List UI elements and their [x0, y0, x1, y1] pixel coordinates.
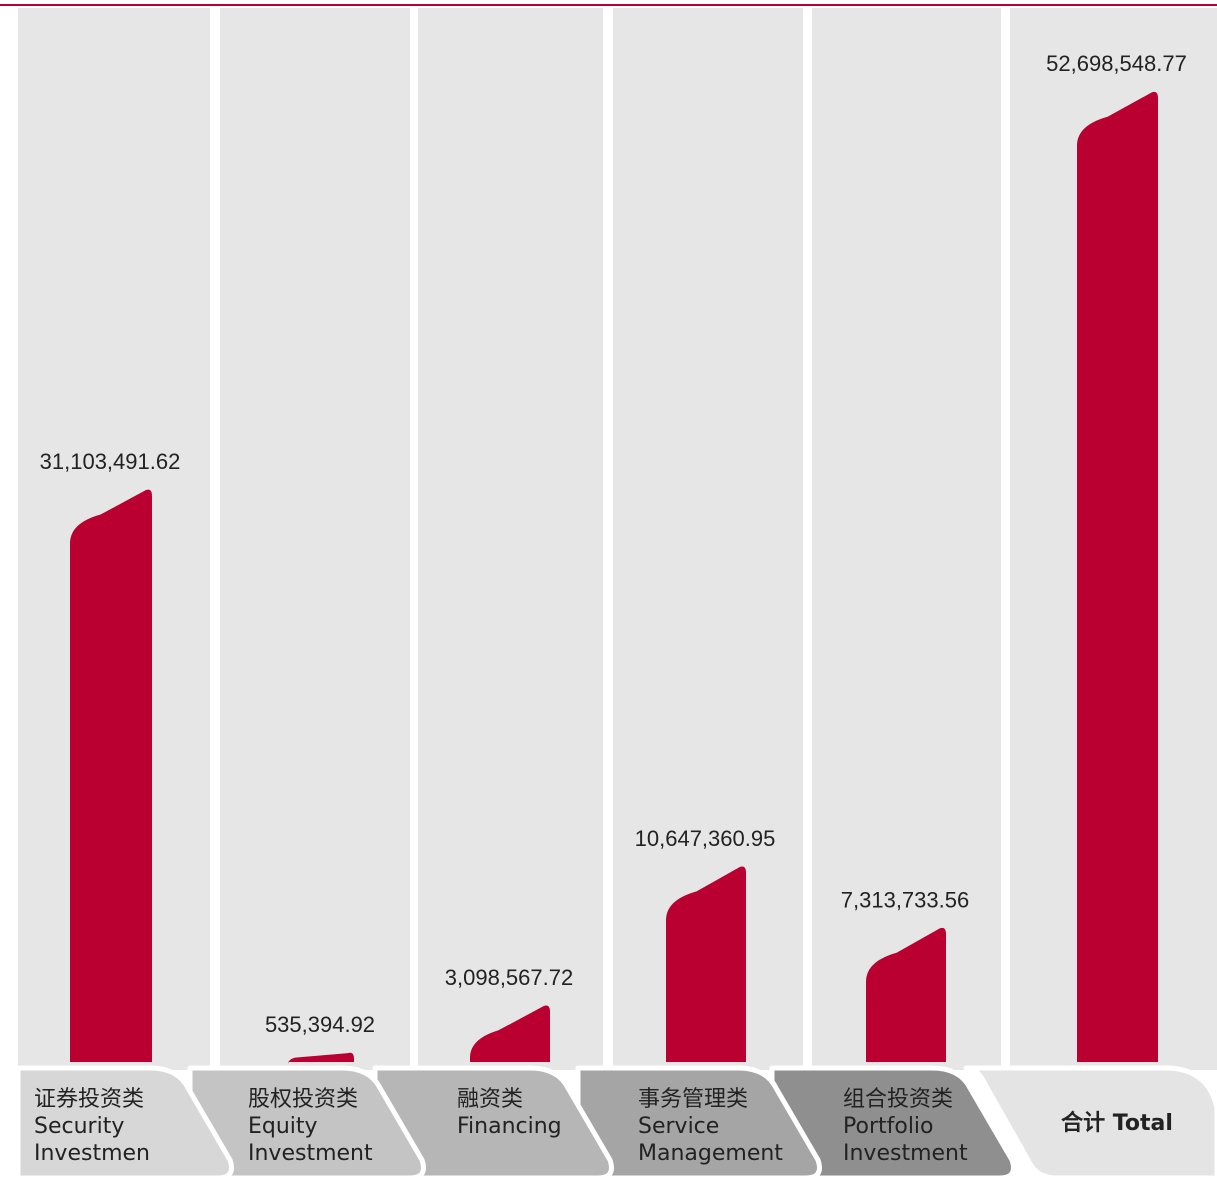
column-backgrounds	[18, 8, 1217, 1070]
bar	[470, 1005, 550, 1062]
category-label: Service	[638, 1114, 719, 1139]
bars	[70, 91, 1158, 1065]
category-tab	[575, 1065, 822, 1181]
category-tabs	[15, 1065, 1217, 1181]
category-tab	[187, 1065, 426, 1181]
category-label: 融资类	[457, 1087, 523, 1112]
value-label: 52,698,548.77	[1046, 51, 1187, 76]
category-label: 事务管理类	[638, 1087, 748, 1112]
category-tab	[15, 1065, 234, 1181]
category-label: 组合投资类	[843, 1087, 953, 1112]
category-tab	[769, 1065, 1016, 1181]
category-tab	[372, 1065, 614, 1181]
value-labels: 31,103,491.62 535,394.92 3,098,567.72 10,64…	[40, 51, 1187, 1037]
bar	[666, 866, 746, 1062]
category-tab	[963, 1065, 1217, 1181]
category-label: Management	[638, 1141, 783, 1166]
category-labels: 证券投资类SecurityInvestmen股权投资类EquityInvestm…	[34, 1087, 1173, 1166]
category-label: Investment	[843, 1141, 968, 1166]
category-label: Security	[34, 1114, 124, 1139]
value-label: 31,103,491.62	[40, 449, 181, 474]
value-label: 10,647,360.95	[635, 826, 776, 851]
bar	[288, 1052, 354, 1065]
column-background	[220, 8, 410, 1070]
category-label: Investmen	[34, 1141, 150, 1166]
bar	[1077, 91, 1158, 1062]
category-label: 证券投资类	[34, 1087, 144, 1112]
category-label: 合计 Total	[1061, 1110, 1173, 1136]
column-background	[812, 8, 1001, 1070]
category-label: Investment	[248, 1141, 373, 1166]
category-label: Equity	[248, 1114, 318, 1139]
value-label: 7,313,733.56	[841, 887, 969, 912]
value-label: 3,098,567.72	[445, 965, 573, 990]
value-label: 535,394.92	[265, 1012, 375, 1037]
category-label: 股权投资类	[248, 1087, 358, 1112]
category-label: Portfolio	[843, 1114, 934, 1139]
category-label: Financing	[457, 1114, 562, 1139]
column-background	[418, 8, 603, 1070]
bar	[866, 927, 946, 1062]
bar	[70, 489, 152, 1062]
